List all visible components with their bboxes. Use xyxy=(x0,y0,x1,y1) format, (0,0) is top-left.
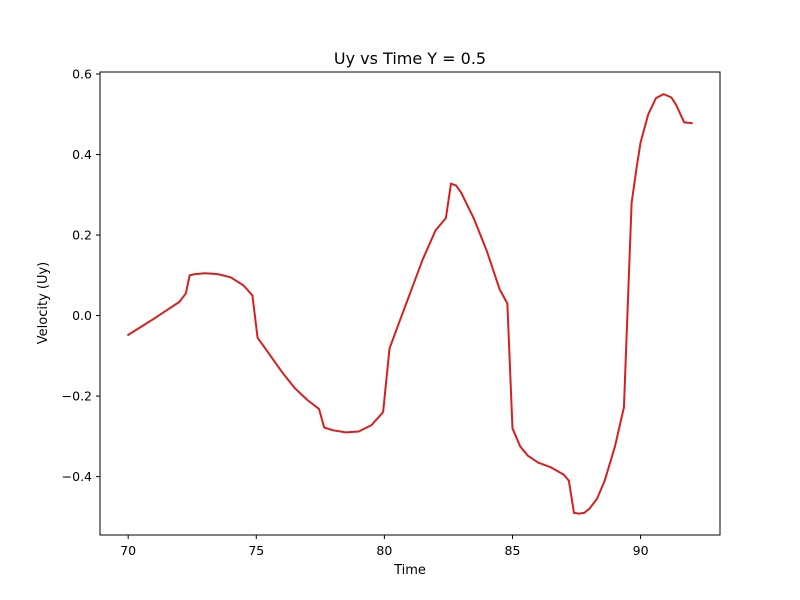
y-tick-label: 0.4 xyxy=(72,147,92,162)
plot-area xyxy=(127,93,693,515)
series-line-0 xyxy=(127,93,693,515)
y-axis-ticks: −0.4 −0.2 0.0 0.2 0.4 0.6 xyxy=(62,67,100,484)
axes-frame xyxy=(99,71,721,536)
x-tick-label: 70 xyxy=(120,543,136,558)
x-tick-label: 90 xyxy=(633,543,649,558)
x-tick-label: 75 xyxy=(248,543,264,558)
y-tick-label: −0.4 xyxy=(62,469,92,484)
x-axis-label: Time xyxy=(393,563,426,578)
y-tick-label: 0.6 xyxy=(72,67,92,82)
x-tick-label: 80 xyxy=(376,543,392,558)
y-axis-label: Velocity (Uy) xyxy=(36,262,51,344)
x-axis-ticks: 70 75 80 85 90 xyxy=(120,535,649,558)
y-tick-label: −0.2 xyxy=(62,389,92,404)
y-tick-label: 0.0 xyxy=(72,308,92,323)
x-tick-label: 85 xyxy=(505,543,521,558)
chart-title: Uy vs Time Y = 0.5 xyxy=(334,49,486,68)
y-tick-label: 0.2 xyxy=(72,228,92,243)
